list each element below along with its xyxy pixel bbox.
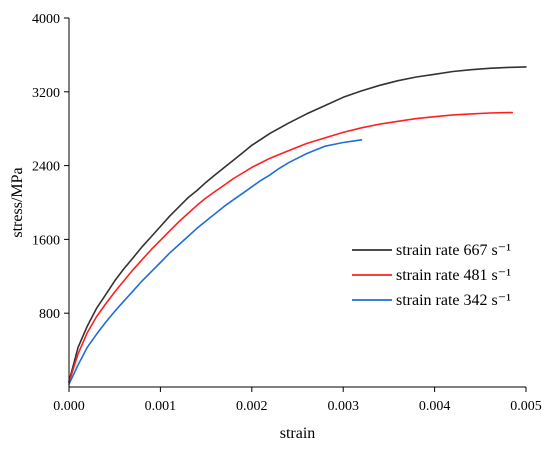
y-ticks-group: 800 1600 2400 3200 4000 <box>32 12 69 322</box>
x-tick-label: 0.003 <box>327 399 359 414</box>
axes-group: 0.000 0.001 0.002 0.003 0.004 0.005 800 1600 24… <box>32 12 542 414</box>
y-tick-label: 2400 <box>32 160 60 175</box>
series-line-3 <box>68 139 363 386</box>
legend: strain rate 667 s⁻¹ strain rate 481 s⁻¹ st… <box>352 242 511 309</box>
y-tick-label: 1600 <box>32 233 60 248</box>
x-tick-label: 0.001 <box>145 399 177 414</box>
x-tick-label: 0.000 <box>53 399 85 414</box>
x-tick-label: 0.004 <box>419 399 451 414</box>
plot-series-group <box>68 66 527 386</box>
y-axis-label: stress/MPa <box>9 167 26 237</box>
y-tick-label: 4000 <box>32 12 60 27</box>
x-tick-label: 0.005 <box>510 399 542 414</box>
y-tick-label: 800 <box>39 307 60 322</box>
legend-label-3: strain rate 342 s⁻¹ <box>396 292 511 309</box>
x-axis-label: strain <box>280 425 316 442</box>
x-ticks-group: 0.000 0.001 0.002 0.003 0.004 0.005 <box>53 387 542 414</box>
legend-label-2: strain rate 481 s⁻¹ <box>396 267 511 284</box>
series-line-2 <box>68 111 514 384</box>
legend-label-1: strain rate 667 s⁻¹ <box>396 242 511 259</box>
series-line-1 <box>68 66 527 383</box>
y-tick-label: 3200 <box>32 86 60 101</box>
x-tick-label: 0.002 <box>236 399 268 414</box>
